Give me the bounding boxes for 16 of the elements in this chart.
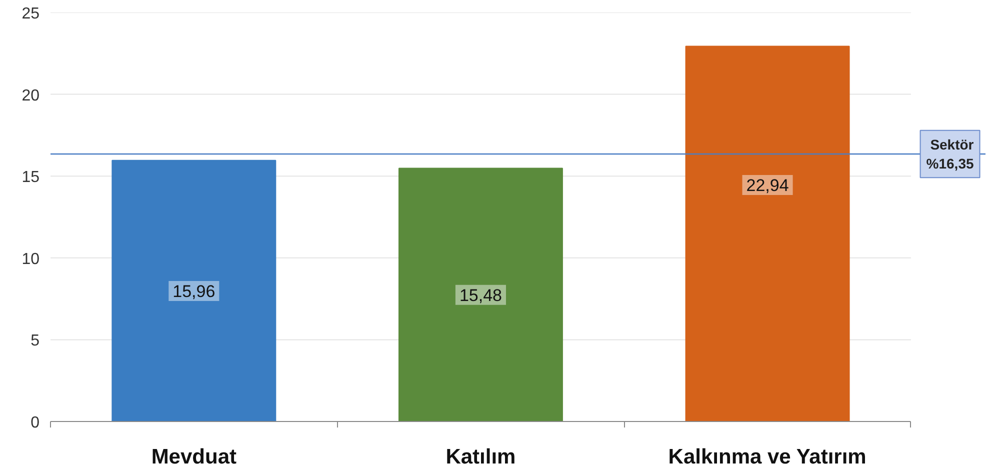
data-label: 15,48 xyxy=(459,286,502,305)
bar xyxy=(112,160,276,422)
y-tick-label: 20 xyxy=(22,87,40,104)
x-tick-label: Mevduat xyxy=(151,446,237,468)
bar xyxy=(685,46,850,422)
ref-line-label: Sektör %16,35 xyxy=(926,136,974,172)
y-tick-label: 5 xyxy=(30,332,40,350)
y-tick-label: 0 xyxy=(30,414,40,432)
y-tick-label: 10 xyxy=(22,250,40,268)
data-label: 15,96 xyxy=(172,282,216,301)
x-tick-label: Kalkınma ve Yatırım xyxy=(668,446,866,468)
x-tick-label: Katılım xyxy=(446,446,516,468)
bar xyxy=(398,168,563,422)
y-tick-label: 25 xyxy=(22,6,40,22)
data-label: 22,94 xyxy=(746,176,789,196)
y-tick-label: 15 xyxy=(22,169,40,186)
